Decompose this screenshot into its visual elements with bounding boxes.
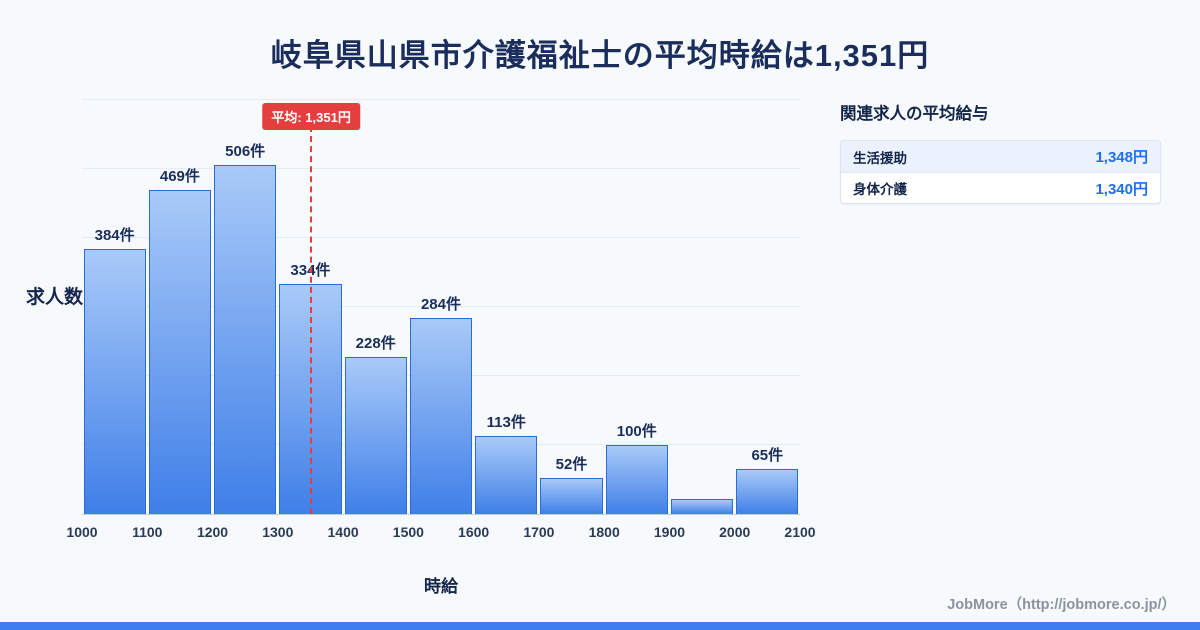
x-tick-label: 1100 <box>132 524 163 540</box>
x-tick-label: 1000 <box>66 524 98 540</box>
bar-value-label: 469件 <box>159 168 200 186</box>
bar-value-label: 506件 <box>225 142 266 160</box>
bar-group: 284件 <box>408 100 473 514</box>
histogram-bar <box>148 190 212 514</box>
page-title: 岐阜県山県市介護福祉士の平均時給は1,351円 <box>270 38 930 73</box>
bottom-accent-strip <box>0 622 1200 630</box>
x-tick-label: 1600 <box>458 524 490 540</box>
histogram-bar <box>83 249 146 514</box>
bar-group: 65件 <box>735 100 800 514</box>
x-tick-label: 1400 <box>327 524 359 540</box>
bar-value-label: 228件 <box>355 334 396 352</box>
histogram-bar <box>214 164 277 514</box>
x-tick-label: 1300 <box>262 524 294 540</box>
x-tick-label: 1500 <box>392 524 424 540</box>
footer-credit: JobMore（http://jobmore.co.jp/） <box>947 597 1176 613</box>
gridline <box>82 168 800 169</box>
x-tick-label: 1200 <box>196 524 229 540</box>
histogram-bar <box>670 498 734 514</box>
side-panel-heading: 関連求人の平均給与 <box>840 105 989 123</box>
related-jobs-card: 生活援助 1,348円身体介護 1,340円 <box>840 140 1161 204</box>
histogram-bar <box>344 356 407 514</box>
x-tick-label: 1800 <box>588 524 620 540</box>
x-tick-label: 1900 <box>653 524 686 540</box>
bar-value-label: 284件 <box>420 296 461 314</box>
bar-group: 100件 <box>604 100 669 514</box>
gridline <box>82 306 800 307</box>
bar-value-label: 384件 <box>94 227 135 245</box>
histogram-bar <box>736 469 799 514</box>
gridline <box>82 99 800 100</box>
x-tick-label: 2000 <box>719 524 751 540</box>
bar-group: 52件 <box>539 100 604 514</box>
related-job-row: 生活援助 1,348円 <box>841 141 1160 172</box>
histogram-bar <box>540 478 603 514</box>
bar-value-label: 113件 <box>486 414 526 432</box>
y-axis-label: 求人数 <box>26 287 84 308</box>
bars: 384件 469件 506件 334件 228件 284件 113件 52件 100件 65件 <box>82 100 800 514</box>
bar-group: 384件 <box>82 100 147 514</box>
job-wage-value: 1,348円 <box>1095 149 1148 166</box>
gridline <box>82 237 800 239</box>
bar-group: 469件 <box>147 100 212 514</box>
x-axis-ticks: 1000 1100 1200 1300 1400 1500 1600 1700 1800 1900… <box>66 514 815 546</box>
bar-group: 506件 <box>213 100 278 514</box>
bar-value-label: 65件 <box>751 447 784 465</box>
x-tick-label: 1700 <box>523 524 555 540</box>
bar-value-label: 100件 <box>616 423 657 441</box>
x-tick-label: 2100 <box>784 524 816 540</box>
bar-value-label: 52件 <box>555 456 588 474</box>
histogram-bar <box>409 318 473 514</box>
related-job-row: 身体介護 1,340円 <box>841 172 1160 203</box>
x-axis-label: 時給 <box>424 577 458 596</box>
bar-group <box>669 100 734 514</box>
bar-group: 228件 <box>343 100 408 514</box>
job-type-label: 生活援助 <box>853 150 907 166</box>
job-wage-value: 1,340円 <box>1095 180 1148 198</box>
bar-group: 113件 <box>474 100 539 514</box>
histogram-bar <box>475 436 538 514</box>
average-dashed-line <box>310 126 313 514</box>
histogram-plot: 384件 469件 506件 334件 228件 284件 113件 52件 100件 65件 平… <box>66 99 816 540</box>
average-badge: 平均: 1,351円 <box>262 103 360 130</box>
job-type-label: 身体介護 <box>853 182 907 197</box>
histogram-bar <box>605 445 668 514</box>
